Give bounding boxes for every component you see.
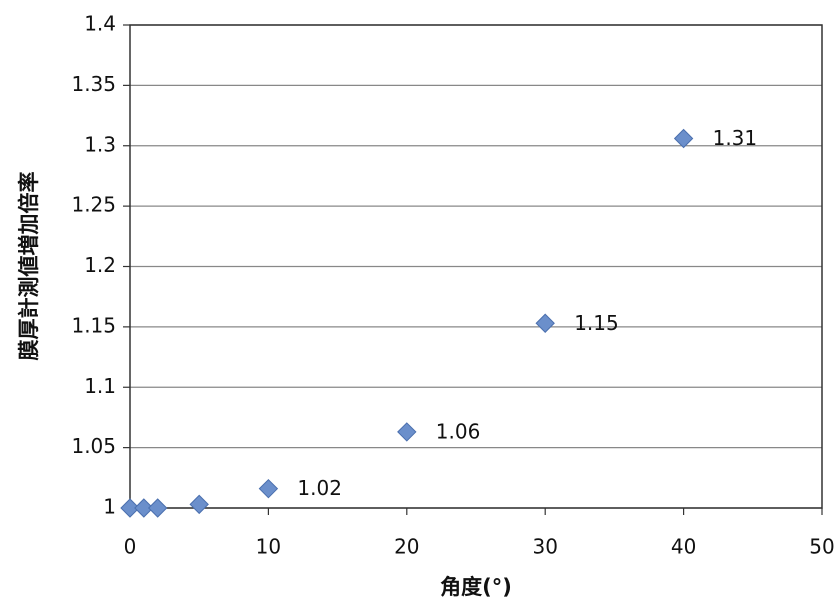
x-tick-label: 30 [532,535,557,559]
y-tick-label: 1.2 [84,253,116,277]
data-label: 1.02 [297,476,342,500]
y-tick-label: 1.4 [84,12,116,36]
y-tick-label: 1.35 [71,72,116,96]
data-label: 1.31 [713,126,758,150]
data-label: 1.15 [574,311,619,335]
y-axis-title: 膜厚計測値増加倍率 [17,172,41,361]
point [189,494,209,515]
point [258,478,279,499]
plot-border [129,24,823,509]
y-tick-label: 1.15 [71,313,116,337]
y-tick-label: 1.05 [71,434,116,458]
x-tick-label: 50 [809,535,834,559]
y-tick-label: 1.25 [71,193,116,217]
x-tick-label: 0 [124,535,137,559]
data-label: 1.06 [436,419,481,443]
y-tick-label: 1.3 [84,132,116,156]
point [120,498,140,518]
x-tick-label: 20 [394,535,419,559]
point [535,313,555,333]
x-tick-label: 10 [256,535,281,559]
y-tick-label: 1.1 [84,374,116,398]
x-tick-label: 40 [671,535,696,559]
y-tick-label: 1 [103,495,116,519]
x-axis-title: 角度(°) [440,575,512,599]
point [673,128,694,149]
point [397,422,417,442]
point [134,498,154,518]
point [147,498,168,518]
